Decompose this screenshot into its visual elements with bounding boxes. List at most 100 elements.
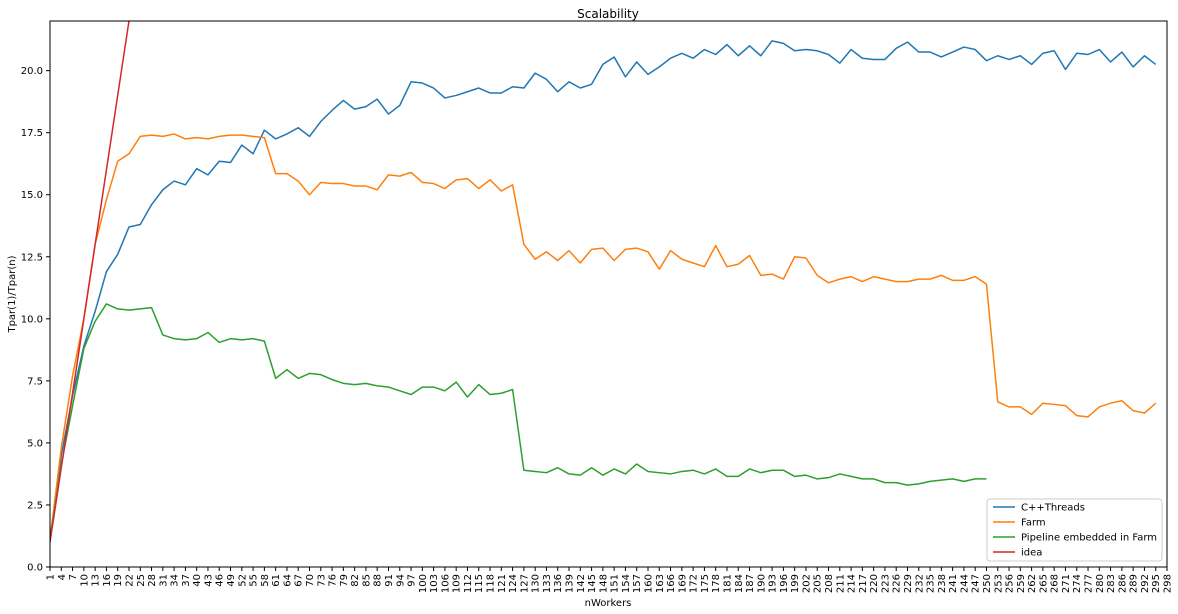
x-tick-label: 148 bbox=[598, 574, 609, 593]
x-tick-label: 280 bbox=[1095, 574, 1106, 593]
y-tick-label: 10.0 bbox=[21, 314, 43, 325]
legend-label: Pipeline embedded in Farm bbox=[1021, 533, 1157, 544]
x-tick-label: 196 bbox=[779, 574, 790, 593]
series-line-3 bbox=[50, 21, 130, 543]
x-tick-label: 178 bbox=[711, 574, 722, 593]
plot-frame bbox=[49, 20, 1168, 568]
x-tick-label: 13 bbox=[91, 574, 102, 587]
x-tick-label: 25 bbox=[136, 574, 147, 587]
x-tick-label: 175 bbox=[700, 574, 711, 593]
x-tick-label: 157 bbox=[632, 574, 643, 593]
x-tick-label: 37 bbox=[181, 574, 192, 587]
x-tick-label: 73 bbox=[316, 574, 327, 587]
x-tick-label: 214 bbox=[847, 574, 858, 593]
x-tick-label: 55 bbox=[249, 574, 260, 587]
x-tick-label: 109 bbox=[452, 574, 463, 593]
x-tick-label: 19 bbox=[113, 574, 124, 587]
x-tick-label: 262 bbox=[1027, 574, 1038, 593]
x-axis-label: nWorkers bbox=[585, 598, 632, 609]
x-tick-label: 166 bbox=[666, 574, 677, 593]
y-axis-ticks: 0.0 2.5 5.0 7.5 10.0 12.5 15.0 17.5 20.0 bbox=[21, 66, 50, 574]
x-tick-label: 82 bbox=[350, 574, 361, 587]
y-tick-label: 17.5 bbox=[21, 128, 43, 139]
x-tick-label: 1 bbox=[46, 574, 57, 580]
y-tick-label: 2.5 bbox=[27, 500, 43, 511]
legend-label: C++Threads bbox=[1021, 503, 1085, 514]
x-tick-label: 16 bbox=[102, 574, 113, 587]
x-tick-label: 58 bbox=[260, 574, 271, 587]
x-tick-label: 52 bbox=[237, 574, 248, 587]
series-line-2 bbox=[50, 303, 987, 540]
x-tick-label: 259 bbox=[1016, 574, 1027, 593]
x-tick-label: 160 bbox=[643, 574, 654, 593]
x-tick-label: 106 bbox=[440, 574, 451, 593]
x-tick-label: 142 bbox=[576, 574, 587, 593]
legend-entries: C++Threads Farm Pipeline embedded in Farm i… bbox=[993, 503, 1157, 559]
y-tick-label: 20.0 bbox=[21, 66, 43, 77]
x-tick-label: 31 bbox=[158, 574, 169, 587]
x-tick-label: 235 bbox=[926, 574, 937, 593]
x-tick-label: 124 bbox=[508, 574, 519, 593]
x-tick-label: 28 bbox=[147, 574, 158, 587]
x-tick-label: 34 bbox=[170, 574, 181, 587]
x-tick-label: 199 bbox=[790, 574, 801, 593]
x-tick-label: 277 bbox=[1084, 574, 1095, 593]
legend-label: idea bbox=[1021, 548, 1042, 559]
x-tick-label: 226 bbox=[892, 574, 903, 593]
x-tick-label: 283 bbox=[1106, 574, 1117, 593]
y-tick-label: 12.5 bbox=[21, 252, 43, 263]
chart-title: Scalability bbox=[577, 7, 639, 21]
x-tick-label: 85 bbox=[361, 574, 372, 587]
x-tick-label: 40 bbox=[192, 574, 203, 587]
x-tick-label: 220 bbox=[869, 574, 880, 593]
x-tick-label: 76 bbox=[328, 574, 339, 587]
x-tick-label: 64 bbox=[282, 574, 293, 587]
x-tick-label: 94 bbox=[395, 574, 406, 587]
x-tick-label: 217 bbox=[858, 574, 869, 593]
x-tick-label: 271 bbox=[1061, 574, 1072, 593]
x-axis-ticks: 1 4 7 10 13 16 19 22 25 28 31 34 37 40 43 46 49 52 55 58 61 6… bbox=[46, 567, 1174, 593]
x-tick-label: 154 bbox=[621, 574, 632, 593]
x-tick-label: 10 bbox=[79, 574, 90, 587]
x-tick-label: 181 bbox=[722, 574, 733, 593]
y-tick-label: 7.5 bbox=[27, 376, 43, 387]
series-line-0 bbox=[50, 40, 1157, 540]
y-tick-label: 15.0 bbox=[21, 190, 43, 201]
y-tick-label: 5.0 bbox=[27, 438, 43, 449]
x-tick-label: 172 bbox=[689, 574, 700, 593]
x-tick-label: 88 bbox=[373, 574, 384, 587]
x-tick-label: 100 bbox=[418, 574, 429, 593]
x-tick-label: 229 bbox=[903, 574, 914, 593]
x-tick-label: 184 bbox=[734, 574, 745, 593]
x-tick-label: 151 bbox=[610, 574, 621, 593]
x-tick-label: 193 bbox=[768, 574, 779, 593]
x-tick-label: 46 bbox=[215, 574, 226, 587]
x-tick-label: 169 bbox=[677, 574, 688, 593]
x-tick-label: 136 bbox=[553, 574, 564, 593]
legend-box bbox=[986, 498, 1163, 562]
x-tick-label: 250 bbox=[982, 574, 993, 593]
x-tick-label: 238 bbox=[937, 574, 948, 593]
x-tick-label: 70 bbox=[305, 574, 316, 587]
x-tick-label: 223 bbox=[880, 574, 891, 593]
x-tick-label: 289 bbox=[1129, 574, 1140, 593]
legend-label: Farm bbox=[1021, 518, 1046, 529]
x-tick-label: 211 bbox=[835, 574, 846, 593]
x-tick-label: 295 bbox=[1151, 574, 1162, 593]
x-tick-label: 67 bbox=[294, 574, 305, 587]
x-tick-label: 4 bbox=[57, 574, 68, 580]
x-tick-label: 247 bbox=[971, 574, 982, 593]
x-tick-label: 241 bbox=[948, 574, 959, 593]
x-tick-label: 187 bbox=[745, 574, 756, 593]
series-line-1 bbox=[50, 133, 1157, 540]
x-tick-label: 118 bbox=[486, 574, 497, 593]
x-tick-label: 268 bbox=[1050, 574, 1061, 593]
x-tick-label: 256 bbox=[1005, 574, 1016, 593]
y-axis-label: Tpar(1)/Tpar(n) bbox=[7, 255, 18, 333]
x-tick-label: 133 bbox=[542, 574, 553, 593]
legend: C++Threads Farm Pipeline embedded in Farm i… bbox=[986, 498, 1163, 562]
x-tick-label: 115 bbox=[474, 574, 485, 593]
x-tick-label: 112 bbox=[463, 574, 474, 593]
x-tick-label: 145 bbox=[587, 574, 598, 593]
